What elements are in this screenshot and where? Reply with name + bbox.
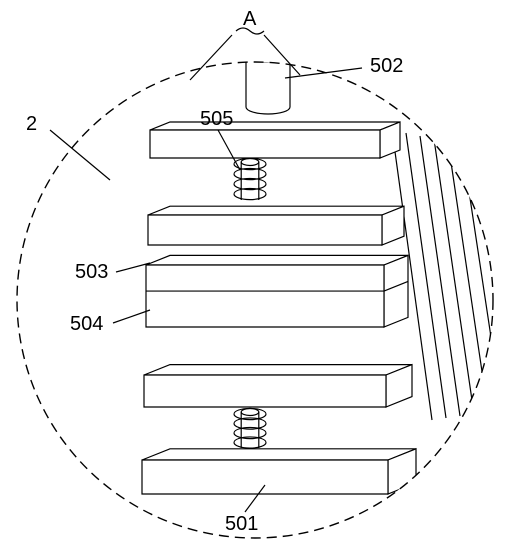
- label-502: 502: [370, 55, 403, 77]
- label-503: 503: [75, 261, 108, 283]
- label-504: 504: [70, 313, 103, 335]
- label-505: 505: [200, 108, 233, 130]
- diagram-svg: A 2 502 505 503 504 501: [0, 0, 510, 556]
- label-501: 501: [225, 513, 258, 535]
- label-2: 2: [26, 113, 37, 135]
- detail-marker-label: A: [243, 8, 257, 30]
